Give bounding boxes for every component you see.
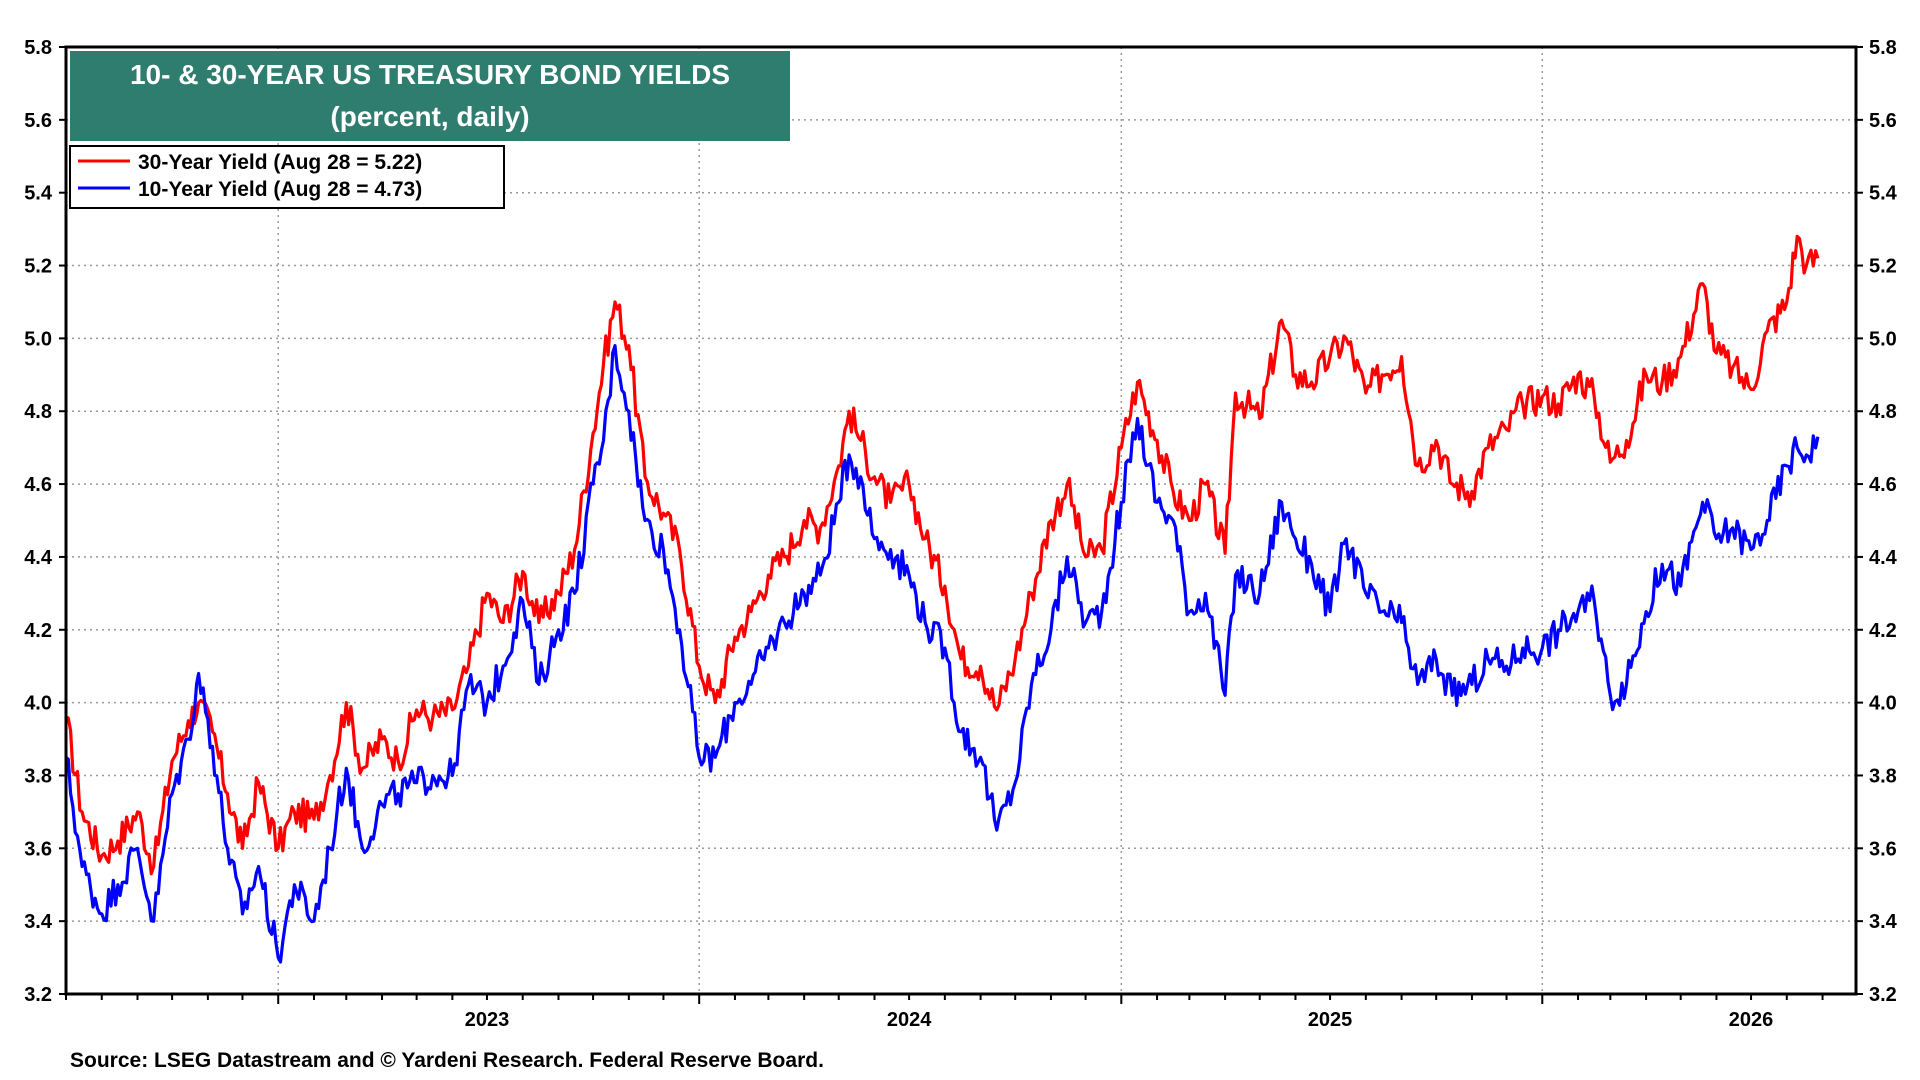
y-tick-label-right: 4.2 [1869, 620, 1897, 642]
y-tick-label-right: 5.0 [1869, 328, 1897, 350]
legend-label-30-year: 30-Year Yield (Aug 28 = 5.22) [138, 151, 422, 174]
y-tick-label-left: 4.2 [24, 620, 52, 642]
y-tick-label-left: 4.6 [24, 474, 52, 496]
y-tick-label-right: 3.6 [1869, 838, 1897, 860]
legend-box [69, 145, 505, 209]
title-box: 10- & 30-YEAR US TREASURY BOND YIELDS (p… [70, 51, 790, 141]
title-background [70, 51, 790, 141]
y-tick-label-right: 5.8 [1869, 37, 1897, 59]
y-tick-label-right: 5.4 [1869, 183, 1898, 205]
plot-frame [64, 45, 1858, 996]
x-tick-label: 2024 [887, 1009, 932, 1031]
y-tick-label-right: 4.0 [1869, 693, 1897, 715]
y-tick-label-left: 4.8 [24, 401, 52, 423]
x-tick-label: 2025 [1308, 1009, 1353, 1031]
series-line-30-year [65, 234, 1820, 876]
y-tick-label-right: 3.2 [1869, 984, 1897, 1006]
legend-label-10-year: 10-Year Yield (Aug 28 = 4.73) [138, 178, 422, 201]
y-tick-label-right: 4.8 [1869, 401, 1897, 423]
y-tick-label-left: 4.4 [24, 547, 53, 569]
x-tick-label: 2026 [1729, 1009, 1774, 1031]
y-tick-label-right: 4.6 [1869, 474, 1897, 496]
y-tick-label-left: 3.2 [24, 984, 52, 1006]
y-tick-label-right: 5.2 [1869, 256, 1897, 278]
chart-title: 10- & 30-YEAR US TREASURY BOND YIELDS [130, 59, 730, 90]
y-tick-label-left: 3.6 [24, 838, 52, 860]
y-tick-label-left: 3.8 [24, 765, 52, 787]
y-tick-label-left: 3.4 [24, 911, 53, 933]
y-tick-label-right: 4.4 [1869, 547, 1898, 569]
y-tick-label-left: 5.4 [24, 183, 53, 205]
legend: 30-Year Yield (Aug 28 = 5.22) 10-Year Yi… [69, 145, 505, 209]
axis-layer: 3.2 3.2 3.4 3.4 3.6 3.6 3.8 3.8 4.0 4.0 4.2 4.2 4.4 4… [24, 37, 1897, 1031]
chart-subtitle: (percent, daily) [330, 101, 529, 132]
y-tick-label-left: 5.6 [24, 110, 52, 132]
y-tick-label-left: 5.2 [24, 256, 52, 278]
y-tick-label-right: 3.4 [1869, 911, 1898, 933]
y-tick-label-left: 4.0 [24, 693, 52, 715]
x-tick-label: 2023 [465, 1009, 510, 1031]
y-tick-label-left: 5.0 [24, 328, 52, 350]
source-note: Source: LSEG Datastream and © Yardeni Re… [70, 1049, 824, 1072]
series-layer [64, 234, 1820, 964]
y-tick-label-right: 3.8 [1869, 765, 1897, 787]
y-tick-label-left: 5.8 [24, 37, 52, 59]
y-tick-label-right: 5.6 [1869, 110, 1897, 132]
series-line-10-year [64, 344, 1820, 964]
